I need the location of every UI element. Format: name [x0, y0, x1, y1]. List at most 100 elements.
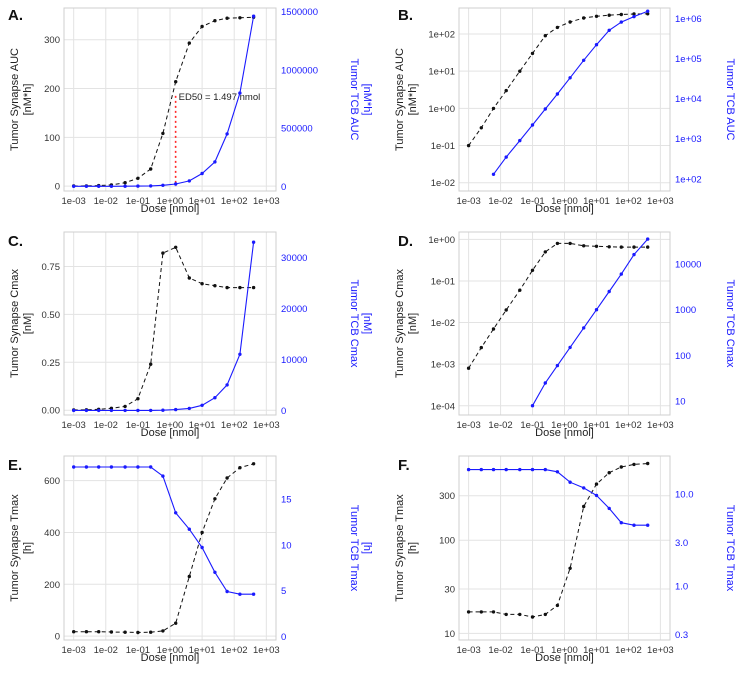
tumor-synapse-data-point: [200, 282, 204, 286]
tumor-synapse-data-point: [491, 327, 496, 331]
right-tick-label: 100: [675, 351, 691, 362]
tumor-synapse-data-point: [594, 482, 599, 486]
tumor-tcb-data-point: [109, 465, 114, 469]
tumor-tcb-data-point: [136, 184, 140, 188]
tumor-synapse-data-point: [530, 51, 535, 56]
tumor-synapse-data-point: [518, 69, 522, 73]
tumor-tcb-data-point: [632, 252, 636, 257]
tumor-tcb-data-point: [582, 326, 586, 330]
tumor-tcb-data-point: [479, 467, 483, 472]
right-tick-label: 10000: [281, 355, 307, 366]
tumor-synapse-data-point: [225, 285, 229, 290]
tumor-tcb-data-point: [530, 123, 535, 127]
tumor-tcb-data-point: [238, 592, 242, 596]
tumor-tcb-data-point: [97, 408, 101, 413]
left-tick-label: 30: [444, 584, 455, 595]
tumor-synapse-data-point: [479, 345, 483, 350]
right-tick-label: 30000: [281, 253, 307, 264]
tumor-synapse-data-point: [530, 268, 535, 272]
tumor-tcb-data-point: [555, 92, 560, 96]
tumor-synapse-data-point: [568, 241, 572, 246]
tumor-synapse-data-point: [568, 566, 572, 570]
x-tick-label: 1e+01: [189, 196, 216, 207]
tumor-tcb-series-line: [73, 466, 254, 595]
plot-frame: [458, 7, 671, 192]
tumor-tcb-data-point: [84, 465, 89, 469]
left-axis-label: Tumor Synapse Tmax: [394, 494, 406, 602]
left-axis-label: [h]: [407, 542, 419, 554]
tumor-tcb-data-point: [607, 506, 611, 511]
tumor-tcb-data-point: [161, 474, 165, 478]
tumor-synapse-data-point: [619, 245, 623, 249]
right-axis-label: Tumor TCB AUC: [724, 59, 736, 141]
right-tick-label: 1.0: [675, 582, 688, 593]
right-tick-label: 10000: [675, 259, 701, 270]
right-tick-label: 10: [675, 397, 686, 408]
left-tick-label: 1e+01: [428, 67, 455, 78]
tumor-synapse-data-point: [174, 80, 178, 84]
tumor-tcb-data-point: [607, 28, 611, 32]
tumor-synapse-data-point: [136, 630, 140, 635]
tumor-tcb-data-point: [518, 467, 522, 472]
left-tick-label: 0.00: [42, 406, 61, 417]
plot-frame: [458, 455, 671, 641]
left-tick-label: 100: [439, 536, 455, 547]
panel-f: 1e-03 1e-02 1e-01 1e+00 1e+01 1e+02 1e+03 10 30 1…: [394, 455, 736, 664]
right-axis-label: Tumor TCB Tmax: [724, 505, 736, 592]
tumor-synapse-data-point: [149, 630, 153, 634]
left-tick-label: 1e-03: [431, 360, 455, 371]
tumor-synapse-data-point: [607, 471, 611, 475]
x-axis-label: Dose [nmol]: [535, 203, 594, 215]
plot-frame: [63, 231, 277, 416]
tumor-tcb-data-point: [136, 408, 140, 413]
tumor-tcb-data-point: [123, 465, 127, 469]
tumor-tcb-data-point: [619, 521, 623, 525]
tumor-synapse-data-point: [491, 106, 496, 111]
left-axis-label: Tumor Synapse Cmax: [9, 268, 21, 378]
x-tick-label: 1e+01: [189, 420, 216, 431]
tumor-synapse-data-point: [251, 462, 256, 466]
x-tick-label: 1e+02: [221, 420, 248, 431]
tumor-tcb-data-point: [213, 396, 217, 400]
tumor-tcb-data-point: [466, 467, 471, 472]
x-tick-label: 1e+02: [615, 420, 642, 431]
right-tick-label: 1e+03: [675, 134, 702, 145]
right-tick-label: 0.3: [675, 630, 688, 641]
tumor-synapse-data-point: [646, 461, 650, 466]
tumor-synapse-data-point: [149, 362, 153, 366]
panel-letter: B.: [398, 7, 413, 24]
x-tick-label: 1e-01: [126, 645, 150, 656]
tumor-tcb-data-point: [109, 184, 114, 188]
tumor-tcb-data-point: [251, 592, 256, 596]
left-tick-label: 0: [55, 182, 60, 193]
right-tick-label: 0: [281, 632, 286, 643]
tumor-tcb-data-point: [84, 408, 89, 413]
tumor-synapse-data-point: [518, 612, 522, 617]
tumor-tcb-data-point: [504, 467, 508, 472]
x-tick-label: 1e-01: [520, 645, 544, 656]
left-tick-label: 200: [44, 580, 60, 591]
panel-letter: C.: [8, 233, 23, 250]
tumor-tcb-data-point: [491, 172, 496, 176]
tumor-synapse-data-point: [161, 131, 165, 136]
tumor-synapse-data-point: [555, 25, 560, 30]
tumor-tcb-data-point: [123, 184, 127, 188]
tumor-synapse-data-point: [543, 612, 547, 617]
tumor-synapse-data-point: [466, 610, 471, 614]
tumor-synapse-data-point: [632, 245, 636, 249]
tumor-synapse-data-point: [97, 630, 101, 634]
tumor-tcb-data-point: [238, 352, 242, 356]
tumor-synapse-data-point: [200, 24, 204, 29]
tumor-synapse-data-point: [555, 603, 560, 608]
right-tick-label: 1e+04: [675, 94, 702, 105]
tumor-tcb-series-line: [532, 238, 649, 406]
left-axis-label: Tumor Synapse AUC: [9, 48, 21, 151]
tumor-tcb-data-point: [568, 76, 572, 80]
left-tick-label: 200: [44, 84, 60, 95]
x-tick-label: 1e+02: [221, 196, 248, 207]
tumor-synapse-data-point: [149, 167, 153, 171]
tumor-synapse-data-point: [200, 530, 204, 535]
left-tick-label: 1e-02: [431, 318, 455, 329]
left-tick-label: 1e+00: [428, 104, 455, 115]
tumor-synapse-data-point: [632, 12, 636, 16]
